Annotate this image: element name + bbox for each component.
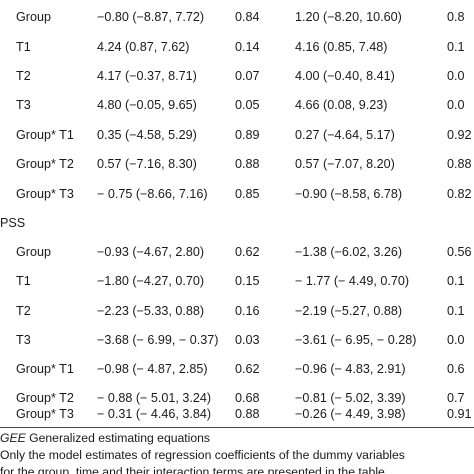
estimate-ci-model-1: −0.80 (−8.87, 7.72) — [97, 10, 205, 24]
estimate-ci-model-2: 4.16 (0.85, 7.48) — [295, 40, 388, 54]
p-value-model-1: 0.15 — [235, 274, 260, 288]
table-row: T2 −2.23 (−5.33, 0.88) 0.16 −2.19 (−5.27… — [0, 300, 474, 322]
estimate-ci-model-1: −0.98 (− 4.87, 2.85) — [97, 362, 208, 376]
footnote-abbreviation: GEE Generalized estimating equations — [0, 429, 210, 447]
p-value-model-2: 0.91 — [447, 407, 472, 421]
row-label: Group* T2 — [16, 157, 74, 171]
p-value-model-1: 0.62 — [235, 362, 260, 376]
p-value-model-1: 0.07 — [235, 69, 260, 83]
p-value-model-1: 0.88 — [235, 407, 260, 421]
p-value-model-1: 0.16 — [235, 304, 260, 318]
row-label: T1 — [16, 274, 31, 288]
table-row: T1 −1.80 (−4.27, 0.70) 0.15 − 1.77 (− 4.… — [0, 270, 474, 292]
row-label: T1 — [16, 40, 31, 54]
p-value-model-2: 0.0 — [447, 98, 465, 112]
p-value-model-2: 0.88 — [447, 157, 472, 171]
table-row: Group* T3 − 0.31 (− 4.46, 3.84) 0.88 −0.… — [0, 403, 474, 425]
estimate-ci-model-2: 1.20 (−8.20, 10.60) — [295, 10, 402, 24]
row-label: T2 — [16, 69, 31, 83]
estimate-ci-model-1: 4.17 (−0.37, 8.71) — [97, 69, 197, 83]
row-label: T3 — [16, 333, 31, 347]
table-row: T3 −3.68 (− 6.99, − 0.37) 0.03 −3.61 (− … — [0, 329, 474, 351]
p-value-model-2: 0.0 — [447, 333, 465, 347]
estimate-ci-model-1: −2.23 (−5.33, 0.88) — [97, 304, 205, 318]
estimate-ci-model-1: −3.68 (− 6.99, − 0.37) — [97, 333, 219, 347]
table-row: Group* T2 0.57 (−7.16, 8.30) 0.88 0.57 (… — [0, 153, 474, 175]
table-row: Group* T1 0.35 (−4.58, 5.29) 0.89 0.27 (… — [0, 124, 474, 146]
row-label: T3 — [16, 98, 31, 112]
row-label: Group — [16, 245, 52, 259]
p-value-model-1: 0.14 — [235, 40, 260, 54]
p-value-model-2: 0.1 — [447, 40, 465, 54]
row-label: Group* T1 — [16, 362, 74, 376]
table-row: Group* T3 − 0.75 (−8.66, 7.16) 0.85 −0.9… — [0, 183, 474, 205]
estimate-ci-model-2: 4.66 (0.08, 9.23) — [295, 98, 388, 112]
footnote-line-3: for the group, time and their interactio… — [0, 465, 385, 474]
footnote-abbr-text: Generalized estimating equations — [25, 431, 211, 445]
row-label: Group — [16, 10, 52, 24]
p-value-model-2: 0.8 — [447, 10, 465, 24]
estimate-ci-model-2: 0.57 (−7.07, 8.20) — [295, 157, 395, 171]
footnote-line-2: Only the model estimates of regression c… — [0, 448, 405, 462]
estimate-ci-model-1: 4.24 (0.87, 7.62) — [97, 40, 190, 54]
p-value-model-1: 0.89 — [235, 128, 260, 142]
row-label: Group* T2 — [16, 391, 74, 405]
table-row: Group* T1 −0.98 (− 4.87, 2.85) 0.62 −0.9… — [0, 358, 474, 380]
estimate-ci-model-1: − 0.88 (− 5.01, 3.24) — [97, 391, 212, 405]
estimate-ci-model-2: 0.27 (−4.64, 5.17) — [295, 128, 395, 142]
table-row: Group −0.93 (−4.67, 2.80) 0.62 −1.38 (−6… — [0, 241, 474, 263]
estimate-ci-model-1: −1.80 (−4.27, 0.70) — [97, 274, 205, 288]
estimate-ci-model-1: 0.35 (−4.58, 5.29) — [97, 128, 197, 142]
p-value-model-2: 0.92 — [447, 128, 472, 142]
estimate-ci-model-2: − 1.77 (− 4.49, 0.70) — [295, 274, 410, 288]
p-value-model-1: 0.88 — [235, 157, 260, 171]
table-row: T1 4.24 (0.87, 7.62) 0.14 4.16 (0.85, 7.… — [0, 36, 474, 58]
p-value-model-1: 0.03 — [235, 333, 260, 347]
estimate-ci-model-1: − 0.75 (−8.66, 7.16) — [97, 187, 208, 201]
p-value-model-2: 0.82 — [447, 187, 472, 201]
row-label: T2 — [16, 304, 31, 318]
footnote-abbr: GEE — [0, 431, 26, 445]
p-value-model-1: 0.62 — [235, 245, 260, 259]
table-row: T2 4.17 (−0.37, 8.71) 0.07 4.00 (−0.40, … — [0, 65, 474, 87]
p-value-model-1: 0.84 — [235, 10, 260, 24]
table-row: T3 4.80 (−0.05, 9.65) 0.05 4.66 (0.08, 9… — [0, 94, 474, 116]
table-row: Group −0.80 (−8.87, 7.72) 0.84 1.20 (−8.… — [0, 6, 474, 28]
p-value-model-1: 0.68 — [235, 391, 260, 405]
estimate-ci-model-2: −2.19 (−5.27, 0.88) — [295, 304, 403, 318]
p-value-model-2: 0.1 — [447, 274, 465, 288]
p-value-model-1: 0.85 — [235, 187, 260, 201]
table-row: Group* T2 − 0.88 (− 5.01, 3.24) 0.68 −0.… — [0, 387, 474, 409]
estimate-ci-model-1: − 0.31 (− 4.46, 3.84) — [97, 407, 212, 421]
p-value-model-2: 0.7 — [447, 391, 465, 405]
section-heading-pss: PSS — [0, 216, 26, 230]
table-bottom-rule — [0, 427, 474, 428]
estimate-ci-model-2: −1.38 (−6.02, 3.26) — [295, 245, 403, 259]
p-value-model-1: 0.05 — [235, 98, 260, 112]
estimate-ci-model-1: 4.80 (−0.05, 9.65) — [97, 98, 197, 112]
estimate-ci-model-2: −0.81 (− 5.02, 3.39) — [295, 391, 406, 405]
estimate-ci-model-2: −0.90 (−8.58, 6.78) — [295, 187, 403, 201]
estimate-ci-model-2: −0.26 (− 4.49, 3.98) — [295, 407, 406, 421]
estimate-ci-model-2: −3.61 (− 6.95, − 0.28) — [295, 333, 417, 347]
p-value-model-2: 0.6 — [447, 362, 465, 376]
row-label: Group* T3 — [16, 187, 74, 201]
estimate-ci-model-2: −0.96 (− 4.83, 2.91) — [295, 362, 406, 376]
p-value-model-2: 0.0 — [447, 69, 465, 83]
estimate-ci-model-1: −0.93 (−4.67, 2.80) — [97, 245, 205, 259]
estimate-ci-model-1: 0.57 (−7.16, 8.30) — [97, 157, 197, 171]
estimate-ci-model-2: 4.00 (−0.40, 8.41) — [295, 69, 395, 83]
row-label: Group* T3 — [16, 407, 74, 421]
p-value-model-2: 0.1 — [447, 304, 465, 318]
p-value-model-2: 0.56 — [447, 245, 472, 259]
row-label: Group* T1 — [16, 128, 74, 142]
